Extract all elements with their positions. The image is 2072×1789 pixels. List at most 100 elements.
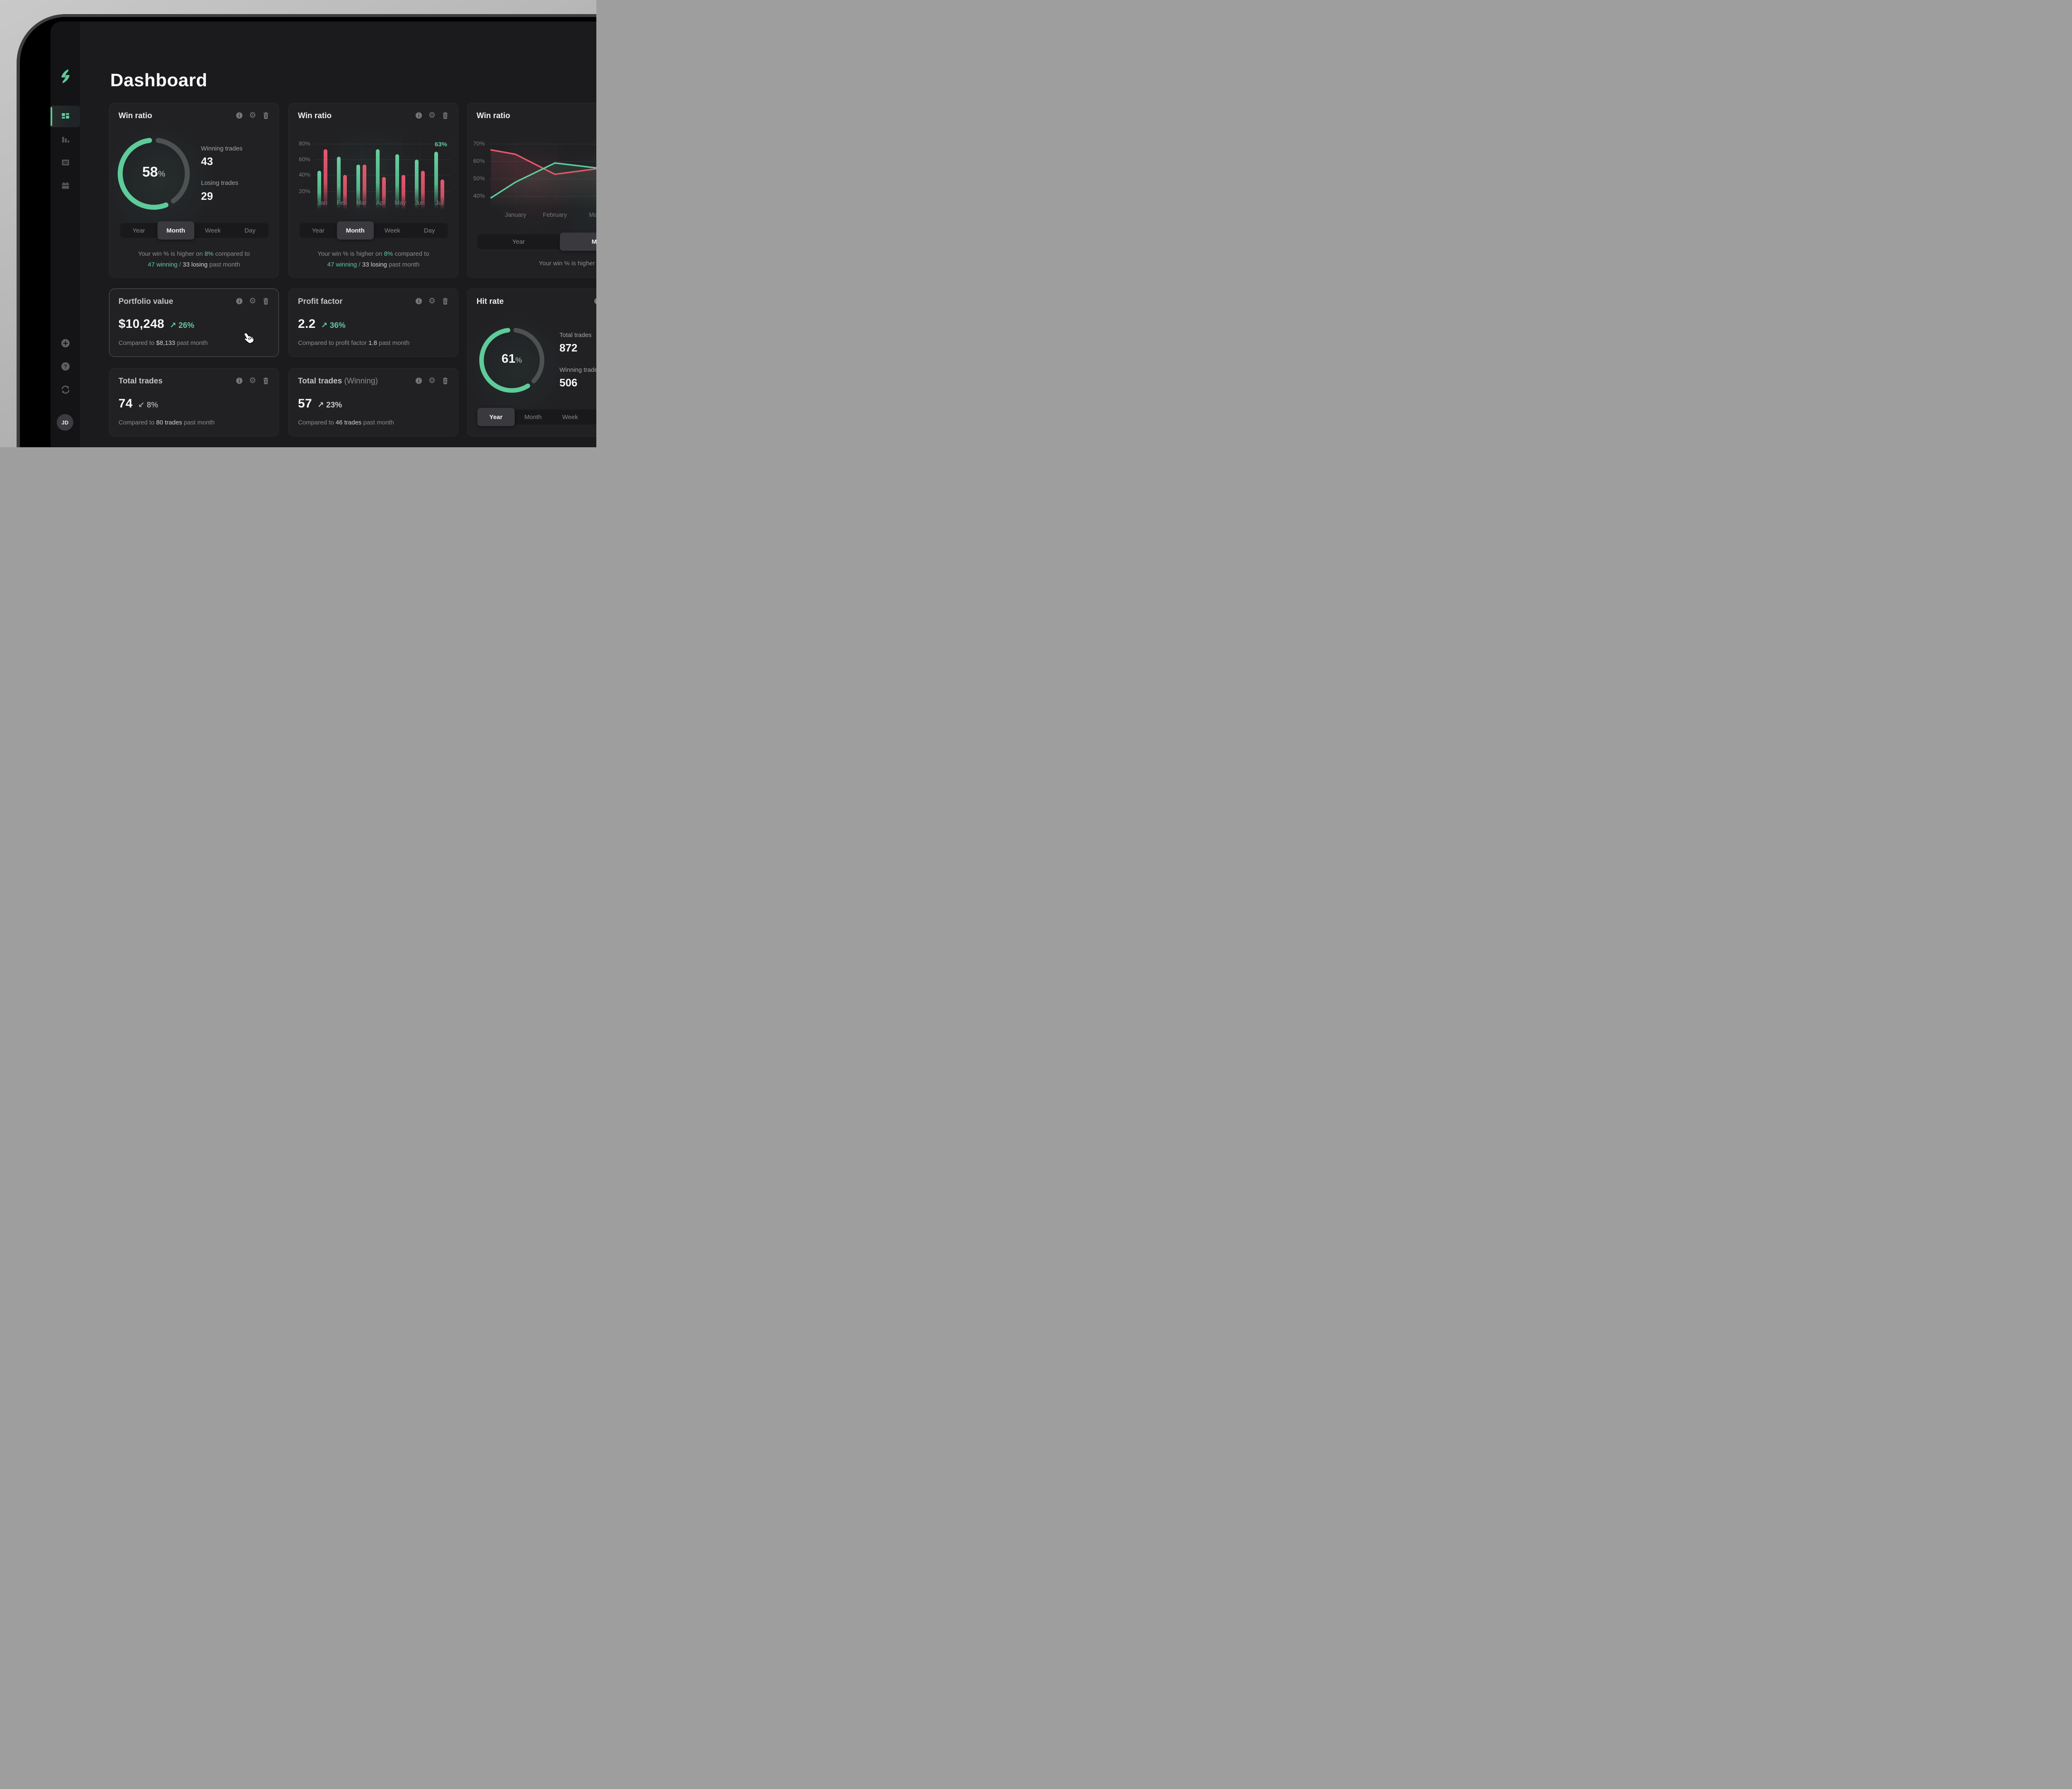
delete-trash-icon[interactable] [262,112,269,119]
tab-day[interactable]: Day [589,410,597,424]
total-trades-compare: Compared to 80 trades past month [119,419,215,426]
help-button[interactable]: ? [61,362,70,371]
card-title: Hit rate [477,297,504,306]
tab-year[interactable]: Year [512,238,525,245]
y-axis-tick: 20% [298,188,310,194]
tab-month[interactable]: Month [157,221,195,240]
info-icon[interactable] [415,112,422,119]
bar-losing [402,175,405,210]
card-actions: ⚙ [236,376,269,385]
tab-month[interactable]: Month [524,413,542,421]
tab-day[interactable]: Day [244,227,256,234]
info-icon[interactable] [594,298,596,305]
bar-losing [324,149,327,210]
user-avatar[interactable]: JD [57,414,73,431]
delete-trash-icon[interactable] [262,298,269,305]
sidebar-item-journal[interactable] [51,152,80,173]
card-actions: ⚙ [415,112,449,119]
card-actions: ⚙ [415,296,449,305]
delete-trash-icon[interactable] [442,298,449,305]
tab-month[interactable]: Month [336,221,374,240]
donut-value: 61% [501,352,522,366]
settings-gear-icon[interactable]: ⚙ [428,296,436,305]
info-icon[interactable] [415,298,422,305]
document-lines-icon [62,160,69,165]
tab-week[interactable]: Week [205,227,221,234]
sidebar-item-dashboard[interactable] [51,106,80,127]
total-trades-label: Total trades [559,332,592,339]
tab-week[interactable]: Week [384,227,400,234]
mouse-cursor-hand [244,332,254,344]
tab-month[interactable]: Month [559,233,596,251]
settings-gear-icon[interactable]: ⚙ [428,111,436,120]
card-title: Win ratio [477,112,511,120]
delete-trash-icon[interactable] [262,377,269,384]
bar-winning [317,171,321,210]
settings-gear-icon[interactable]: ⚙ [249,296,257,305]
gridline [322,140,323,203]
tab-year[interactable]: Year [132,227,145,234]
donut-value: 58% [142,164,165,180]
bar-losing [363,164,366,210]
sync-refresh-button[interactable] [61,385,70,394]
tab-year[interactable]: Year [312,227,324,234]
y-axis-tick: 70% [473,140,485,147]
info-icon[interactable] [236,377,243,384]
sidebar-item-calendar[interactable] [51,175,80,196]
card-total-trades-winning[interactable]: Total trades (Winning) ⚙ 57 ↗ 23% Compare… [288,368,458,436]
settings-gear-icon[interactable]: ⚙ [249,111,257,120]
card-profit-factor[interactable]: Profit factor ⚙ 2.2 ↗ 36% Compared to pro… [288,288,458,357]
line-winning [490,162,596,199]
card-hit-rate: Hit rate ⚙ 61% Total trades 872 [467,288,596,436]
calendar-icon [62,182,69,189]
card-title: Portfolio value [119,297,173,306]
gridline [490,161,596,162]
card-win-ratio-bars: Win ratio ⚙ 80% 60% 40% 20% Jan Feb Mar Apr May J… [288,103,458,278]
add-widget-button[interactable] [61,339,70,348]
gridline [439,140,440,203]
winning-trades-value: 57 [298,397,312,410]
card-total-trades[interactable]: Total trades ⚙ 74 ↙ 8% Compared to 80 tra… [109,368,279,436]
gridline [361,140,362,203]
app-logo-icon [61,69,70,84]
total-trades-delta: ↙ 8% [138,401,158,410]
win-footer-line1: Your win % is higher on 8% compared to [138,250,250,257]
winning-trades-value: 43 [201,155,213,167]
hit-rate-donut-chart [479,327,545,393]
settings-gear-icon[interactable]: ⚙ [428,376,436,385]
portfolio-value: $10,248 [119,317,165,331]
win-ratio-bar-chart: 80% 60% 40% 20% Jan Feb Mar Apr May Jun Jul 63% [289,103,458,277]
tab-week[interactable]: Week [562,413,578,421]
bar-annotation: 63% [434,141,448,148]
card-win-ratio-donut: Win ratio ⚙ 58% Winning trades 43 [109,103,279,278]
tab-year[interactable]: Year [477,408,515,426]
total-trades-value: 872 [559,342,578,354]
portfolio-delta: ↗ 26% [169,321,194,330]
sidebar-item-analytics[interactable] [51,129,80,150]
line-losing [490,149,596,175]
bar-winning [376,149,380,210]
info-icon[interactable] [236,298,243,305]
main-content: Dashboard Win ratio ⚙ 58% [80,22,596,447]
area-winning [491,163,596,209]
card-title: Profit factor [298,297,343,306]
y-axis-tick: 40% [298,171,310,178]
info-icon[interactable] [415,377,422,384]
bar-losing [421,171,425,210]
svg-text:?: ? [64,364,67,370]
card-title: Win ratio [298,112,332,120]
delete-trash-icon[interactable] [442,112,449,119]
period-tabs: Year Month Week Day [477,408,597,426]
period-tabs: Year Month Week Day [477,233,596,251]
bar-chart-icon [62,137,69,143]
win-ratio-line-chart: 70% 60% 50% 40% January February Mar [467,103,596,277]
bar-losing [382,177,386,210]
card-portfolio-value[interactable]: Portfolio value ⚙ $10,248 ↗ 26% Compared … [109,288,279,357]
card-actions: ⚙ [594,298,596,305]
settings-gear-icon[interactable]: ⚙ [249,376,257,385]
delete-trash-icon[interactable] [442,377,449,384]
tab-day[interactable]: Day [424,227,435,234]
info-icon[interactable] [236,112,243,119]
card-actions: ⚙ [415,376,449,385]
bar-winning [415,160,419,210]
